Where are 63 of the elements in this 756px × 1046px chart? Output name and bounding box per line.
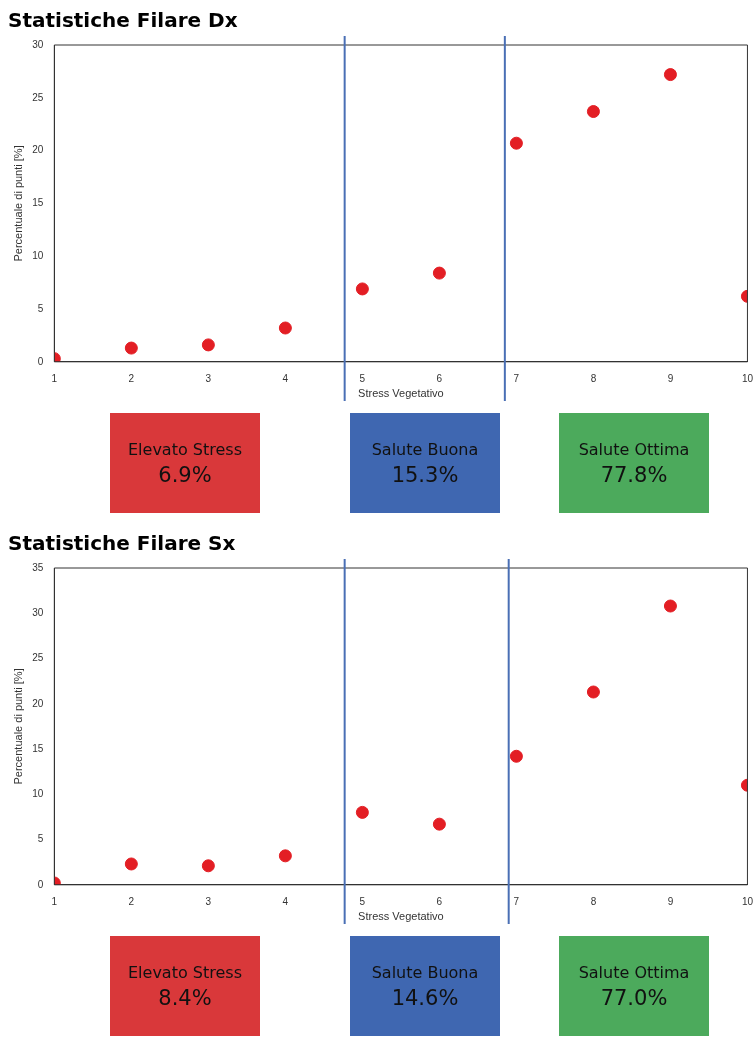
point xyxy=(124,341,138,355)
y-tick-label: 20 xyxy=(32,144,44,156)
chart-title: Statistiche Filare Sx xyxy=(8,531,237,557)
y-tick-label: 20 xyxy=(32,697,44,709)
point xyxy=(201,338,215,352)
y-tick-label: 25 xyxy=(32,91,44,103)
label-box: Salute Ottima 77.8% xyxy=(559,413,709,513)
x-tick-label: 8 xyxy=(590,895,597,907)
y-tick-label: 25 xyxy=(32,652,44,664)
y-tick-label: 10 xyxy=(32,249,44,261)
point xyxy=(124,857,138,871)
point xyxy=(663,68,677,82)
point xyxy=(355,805,369,819)
x-tick-label: 4 xyxy=(282,372,289,384)
x-tick-label: 2 xyxy=(128,372,135,384)
label-box: Elevato Stress 8.4% xyxy=(110,936,260,1036)
point xyxy=(509,136,523,150)
y-tick-label: 15 xyxy=(32,742,44,754)
x-tick-label: 5 xyxy=(359,372,366,384)
y-axis-title: Percentuale di punti [%] xyxy=(11,145,24,262)
y-tick-label: 30 xyxy=(32,607,44,619)
x-tick-label: 7 xyxy=(513,895,520,907)
y-tick-label: 5 xyxy=(37,302,44,314)
point xyxy=(663,599,677,613)
x-tick-label: 1 xyxy=(51,895,58,907)
point xyxy=(278,849,292,863)
x-tick-label: 2 xyxy=(128,895,135,907)
point xyxy=(355,282,369,296)
y-tick-label: 5 xyxy=(37,833,44,845)
x-tick-label: 1 xyxy=(51,372,58,384)
x-tick-label: 10 xyxy=(741,895,754,907)
x-tick-label: 6 xyxy=(436,895,443,907)
x-tick-label: 4 xyxy=(282,895,289,907)
x-tick-label: 6 xyxy=(436,372,443,384)
label-box: Salute Buona 14.6% xyxy=(350,936,500,1036)
label-box: Salute Buona 15.3% xyxy=(350,413,500,513)
y-tick-label: 0 xyxy=(37,878,44,890)
y-tick-label: 15 xyxy=(32,197,44,209)
x-tick-label: 5 xyxy=(359,895,366,907)
x-axis-title: Stress Vegetativo xyxy=(358,387,444,400)
x-tick-label: 9 xyxy=(667,372,674,384)
point xyxy=(586,685,600,699)
y-tick-label: 30 xyxy=(32,38,44,50)
point xyxy=(201,859,215,873)
point xyxy=(432,266,446,280)
point xyxy=(278,321,292,335)
x-tick-label: 9 xyxy=(667,895,674,907)
y-tick-label: 0 xyxy=(37,355,44,367)
point xyxy=(586,105,600,119)
y-tick-label: 35 xyxy=(32,561,44,573)
x-tick-label: 3 xyxy=(205,372,212,384)
y-axis-title: Percentuale di punti [%] xyxy=(11,668,24,785)
x-tick-label: 3 xyxy=(205,895,212,907)
x-tick-label: 8 xyxy=(590,372,597,384)
point xyxy=(432,817,446,831)
label-box: Elevato Stress 6.9% xyxy=(110,413,260,513)
x-axis-title: Stress Vegetativo xyxy=(358,910,444,923)
x-tick-label: 10 xyxy=(741,372,754,384)
label-box: Salute Ottima 77.0% xyxy=(559,936,709,1036)
y-tick-label: 10 xyxy=(32,788,44,800)
chart-title: Statistiche Filare Dx xyxy=(8,8,239,34)
point xyxy=(509,749,523,763)
x-tick-label: 7 xyxy=(513,372,520,384)
